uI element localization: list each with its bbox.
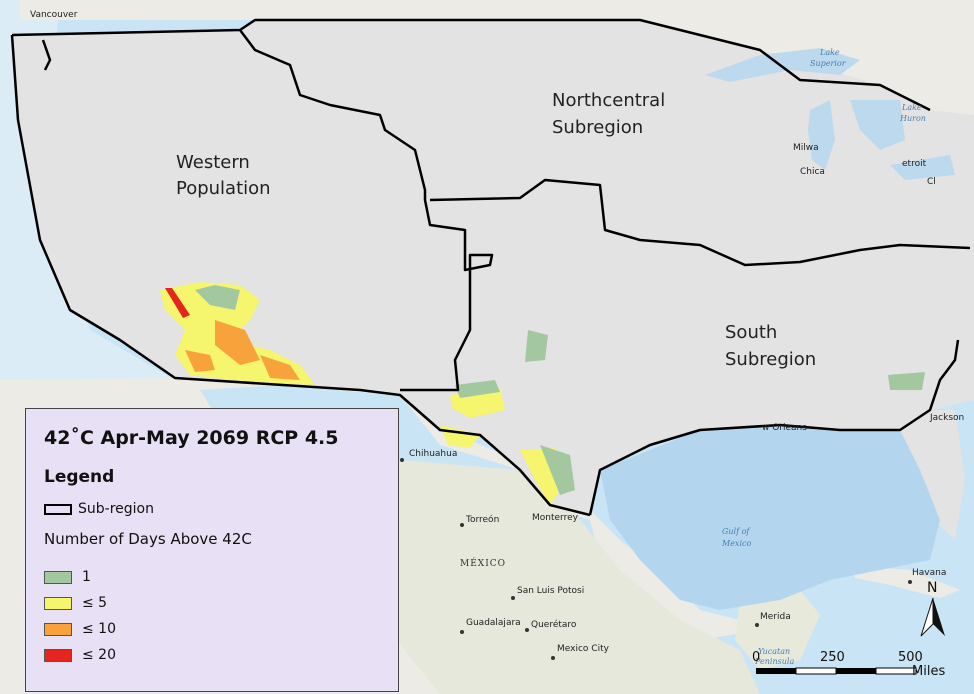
legend-class-label-4: ≤ 20 <box>82 647 116 663</box>
city-label-vancouver: Vancouver <box>30 10 78 20</box>
legend-panel: 42˚C Apr-May 2069 RCP 4.5 Legend Sub-reg… <box>25 408 399 692</box>
scale-bar-graphic <box>756 667 917 675</box>
legend-class-label-3: ≤ 10 <box>82 621 116 637</box>
canada-land <box>20 0 974 120</box>
country-label-mexico: MÉXICO <box>460 557 506 569</box>
scale-unit: Miles <box>912 664 946 679</box>
region-label-western-1: Western <box>176 152 250 173</box>
peninsula-label-2: Peninsula <box>754 657 794 666</box>
north-arrow-icon: N <box>918 580 948 640</box>
region-label-south-1: South <box>725 322 777 343</box>
scale-tick-0: 0 <box>752 650 761 665</box>
legend-class-row-2: ≤ 5 <box>44 595 107 611</box>
scale-tick-250: 250 <box>820 650 845 665</box>
legend-subregion-row: Sub-region <box>44 501 154 517</box>
florida-land <box>900 410 965 540</box>
region-label-south-2: Subregion <box>725 349 816 370</box>
map-title: 42˚C Apr-May 2069 RCP 4.5 <box>44 427 339 449</box>
usa-land <box>12 20 974 515</box>
city-label-new-orleans: w Orleans <box>762 423 807 433</box>
north-arrow-graphic <box>920 597 945 637</box>
legend-class-label-2: ≤ 5 <box>82 595 108 611</box>
city-label-milwa: Milwa <box>793 143 819 153</box>
cuba-land <box>850 565 960 598</box>
water-label-huron-1: Lake <box>901 103 922 112</box>
region-label-northcentral-2: Subregion <box>552 117 643 138</box>
city-label-monterrey: Monterrey <box>532 513 579 523</box>
mexico-interior <box>330 460 760 694</box>
water-label-superior-2: Superior <box>810 59 847 68</box>
legend-swatch-2 <box>44 596 72 610</box>
legend-swatch-1 <box>44 570 72 584</box>
city-label-guadalajara: Guadalajara <box>466 618 521 628</box>
days-above-label: Number of Days Above 42C <box>44 530 252 548</box>
city-label-chihuahua: Chihuahua <box>409 449 457 459</box>
legend-class-row-3: ≤ 10 <box>44 621 116 637</box>
city-markers: Vancouver Milwa Chica etroit Cl Jackson … <box>30 10 964 660</box>
heat-class-patches <box>160 282 925 505</box>
city-label-merida: Merida <box>760 612 791 622</box>
city-label-jackson: Jackson <box>929 413 964 423</box>
legend-class-label-1: 1 <box>82 569 91 585</box>
city-label-mexico-city: Mexico City <box>557 644 610 654</box>
lake-superior <box>705 48 860 82</box>
city-label-torreon: Torreón <box>465 514 499 525</box>
water-label-huron-2: Huron <box>899 114 926 123</box>
lake-erie <box>890 155 955 180</box>
subregion-boundaries <box>10 18 971 517</box>
legend-class-row-4: ≤ 20 <box>44 647 116 663</box>
yucatan-land <box>735 590 820 670</box>
peninsula-label-1: Yucatan <box>758 647 790 656</box>
region-label-western-2: Population <box>176 178 271 199</box>
lake-michigan <box>808 100 835 170</box>
water-label-gulf-2: Mexico <box>721 539 751 548</box>
legend-heading: Legend <box>44 467 115 487</box>
north-label: N <box>927 580 938 596</box>
city-label-san-luis-potosi: San Luis Potosi <box>517 586 584 596</box>
legend-swatch-3 <box>44 622 72 636</box>
city-label-havana: Havana <box>912 568 946 578</box>
gulf-water <box>600 425 940 610</box>
city-label-cl: Cl <box>927 177 936 187</box>
region-label-northcentral-1: Northcentral <box>552 90 665 111</box>
city-label-chica: Chica <box>800 167 825 177</box>
city-label-detroit: etroit <box>902 159 927 169</box>
lake-huron <box>850 100 905 150</box>
water-label-superior-1: Lake <box>819 48 840 57</box>
water-label-gulf-1: Gulf of <box>722 527 751 536</box>
legend-class-row-1: 1 <box>44 569 91 585</box>
city-label-queretaro: Querétaro <box>531 619 577 630</box>
scale-tick-500: 500 <box>898 650 923 665</box>
subregion-swatch <box>44 503 72 515</box>
subregion-label: Sub-region <box>78 501 154 517</box>
legend-swatch-4 <box>44 648 72 662</box>
scale-bar: 0 250 500 Miles <box>738 648 945 679</box>
